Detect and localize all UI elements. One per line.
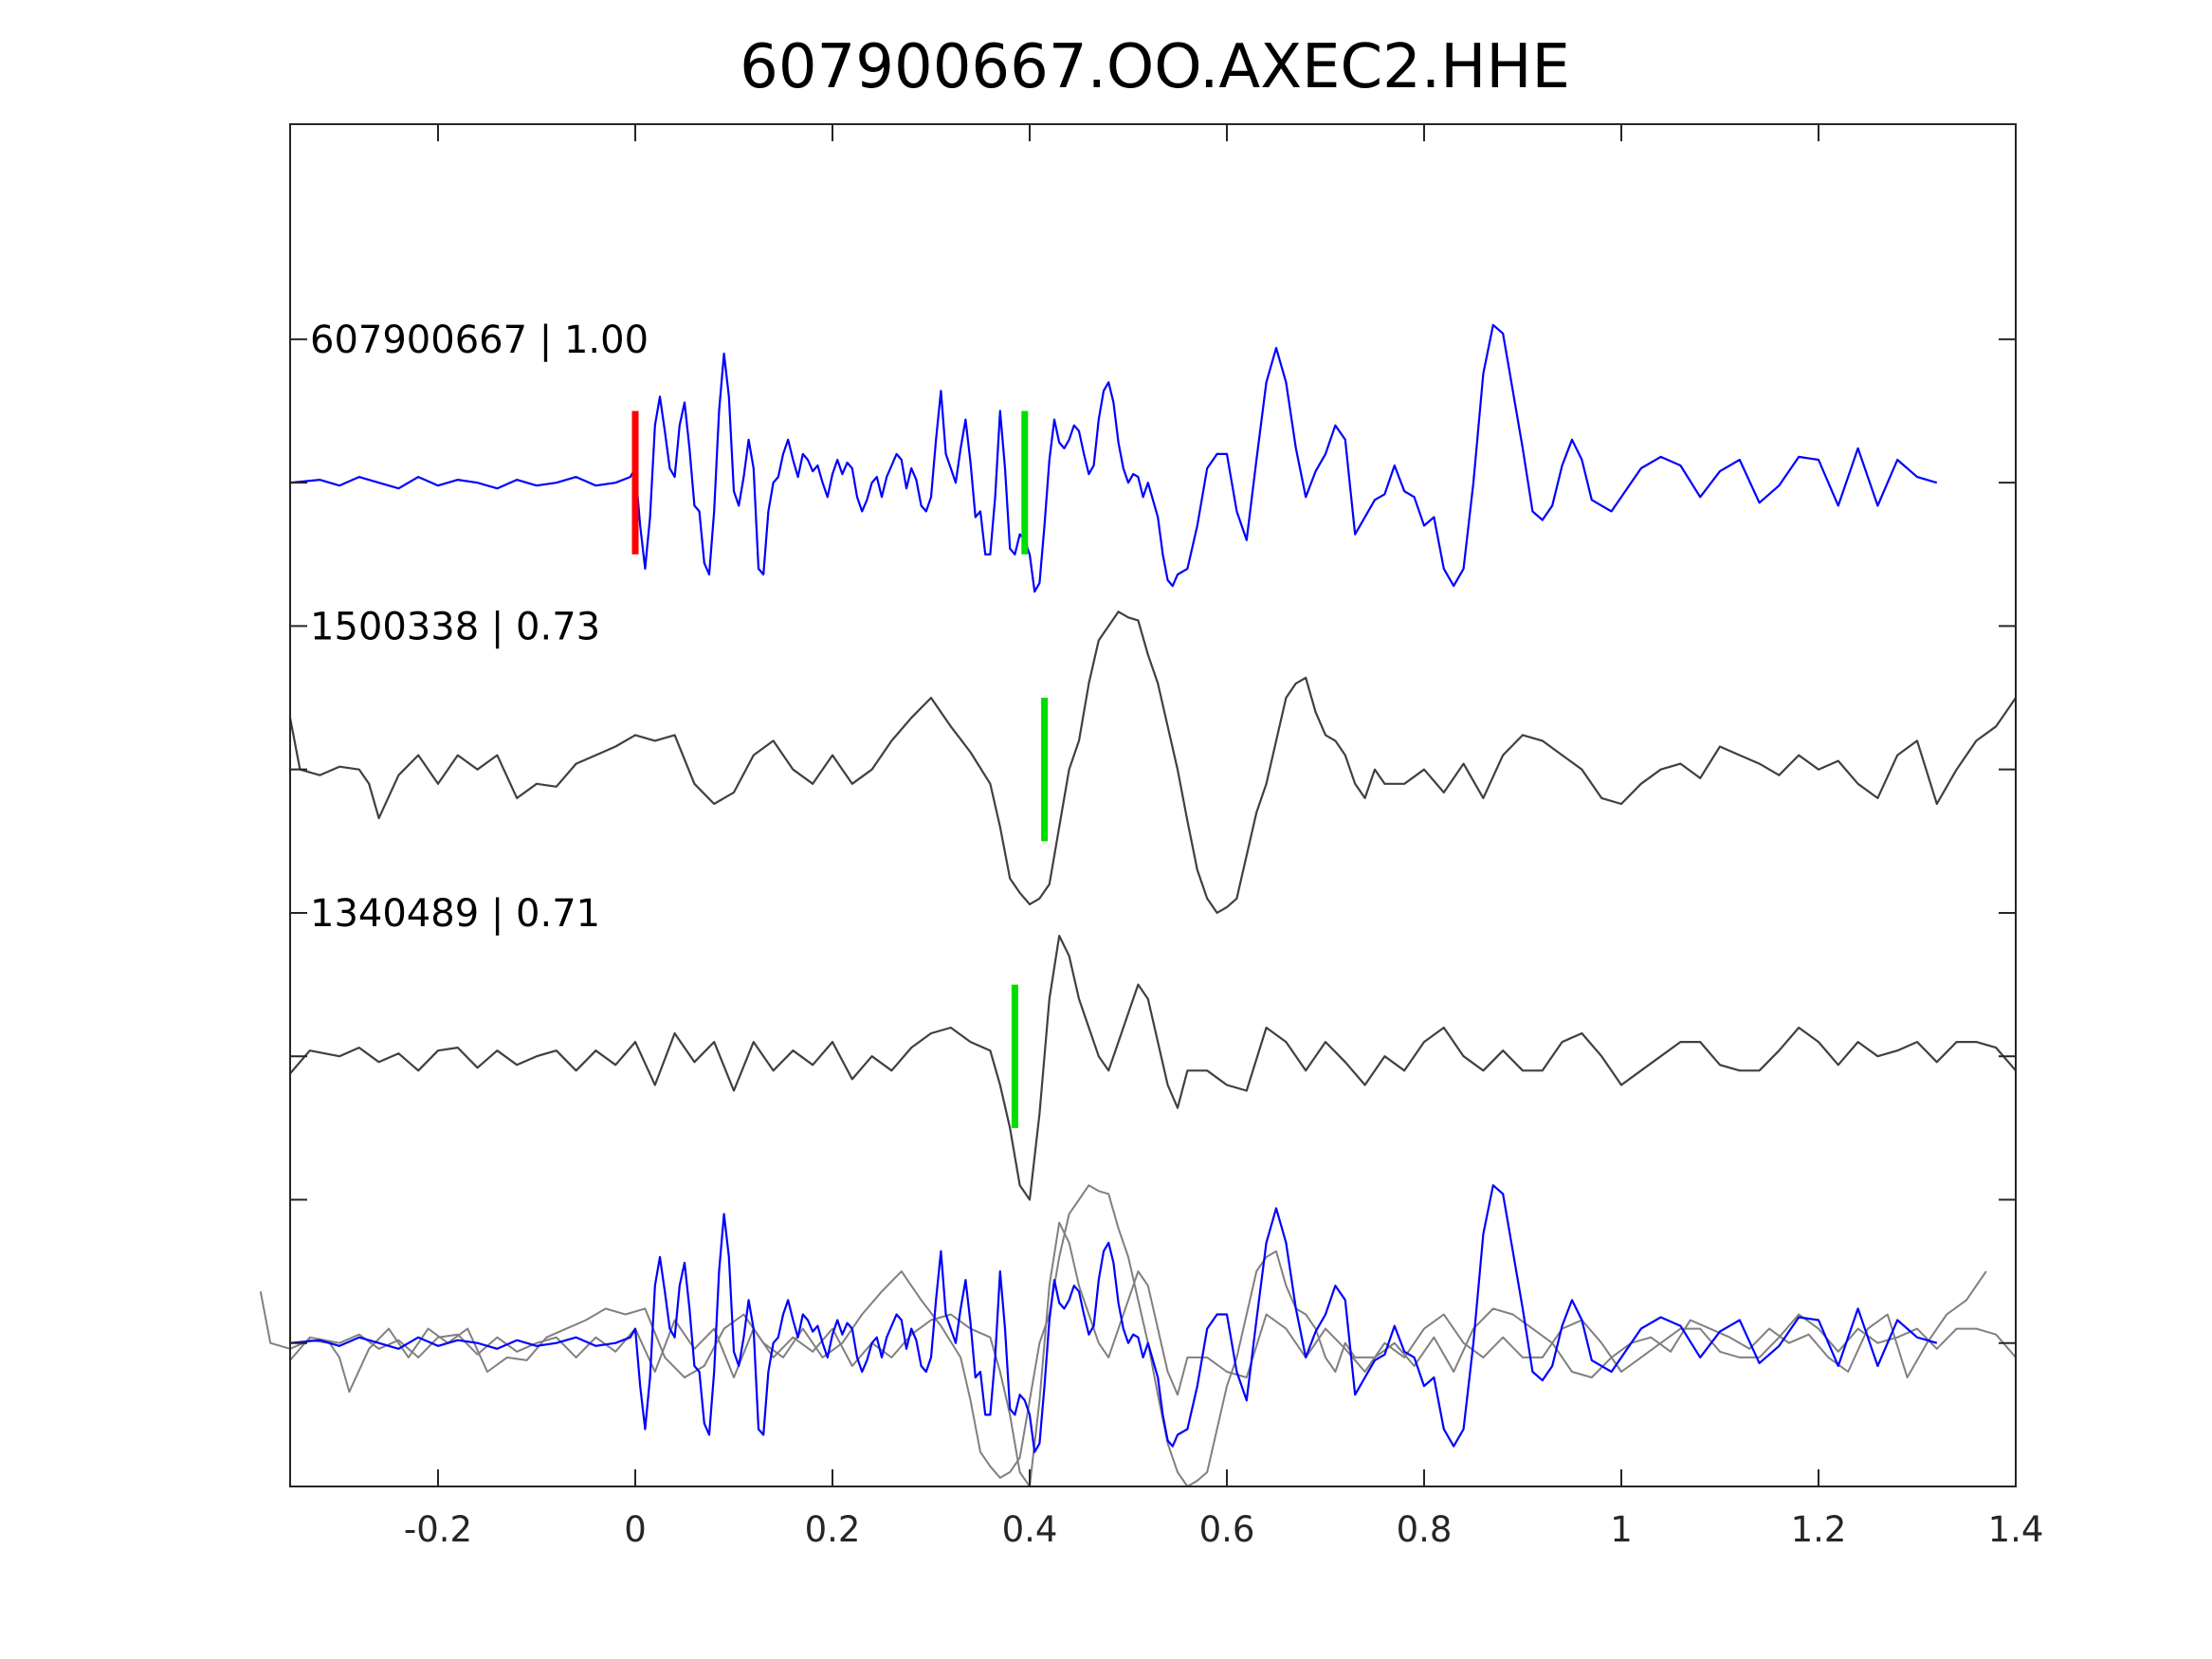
overlay-trace-1 [289, 1221, 2017, 1487]
trace-label-0: 607900667 | 1.00 [310, 319, 649, 362]
x-tick-label: -0.2 [404, 1509, 472, 1550]
x-tick-label: 0.2 [805, 1509, 861, 1550]
x-tick-label: 1 [1610, 1509, 1633, 1550]
overlay-trace-0 [259, 1184, 1987, 1487]
trace-label-2: 1340489 | 0.71 [310, 892, 600, 936]
trace-waveform-1 [288, 611, 2017, 915]
axes-frame [289, 123, 2017, 1487]
trace-label-1: 1500338 | 0.73 [310, 605, 600, 648]
x-tick-label: 0.4 [1002, 1509, 1058, 1550]
x-tick-label: 1.2 [1791, 1509, 1847, 1550]
x-tick-label: 0.8 [1397, 1509, 1453, 1550]
trace-waveform-2 [289, 934, 2017, 1201]
x-tick-label: 0.6 [1199, 1509, 1255, 1550]
x-tick-label: 1.4 [1988, 1509, 2044, 1550]
chart-title: 607900667.OO.AXEC2.HHE [740, 32, 1570, 102]
x-tick-label: 0 [624, 1509, 647, 1550]
trace-waveform-0 [289, 323, 1938, 593]
overlay-trace-2 [289, 1184, 1938, 1453]
plot-area: 607900667 | 1.00 1500338 | 0.73 1340489 | … [259, 123, 2044, 1550]
